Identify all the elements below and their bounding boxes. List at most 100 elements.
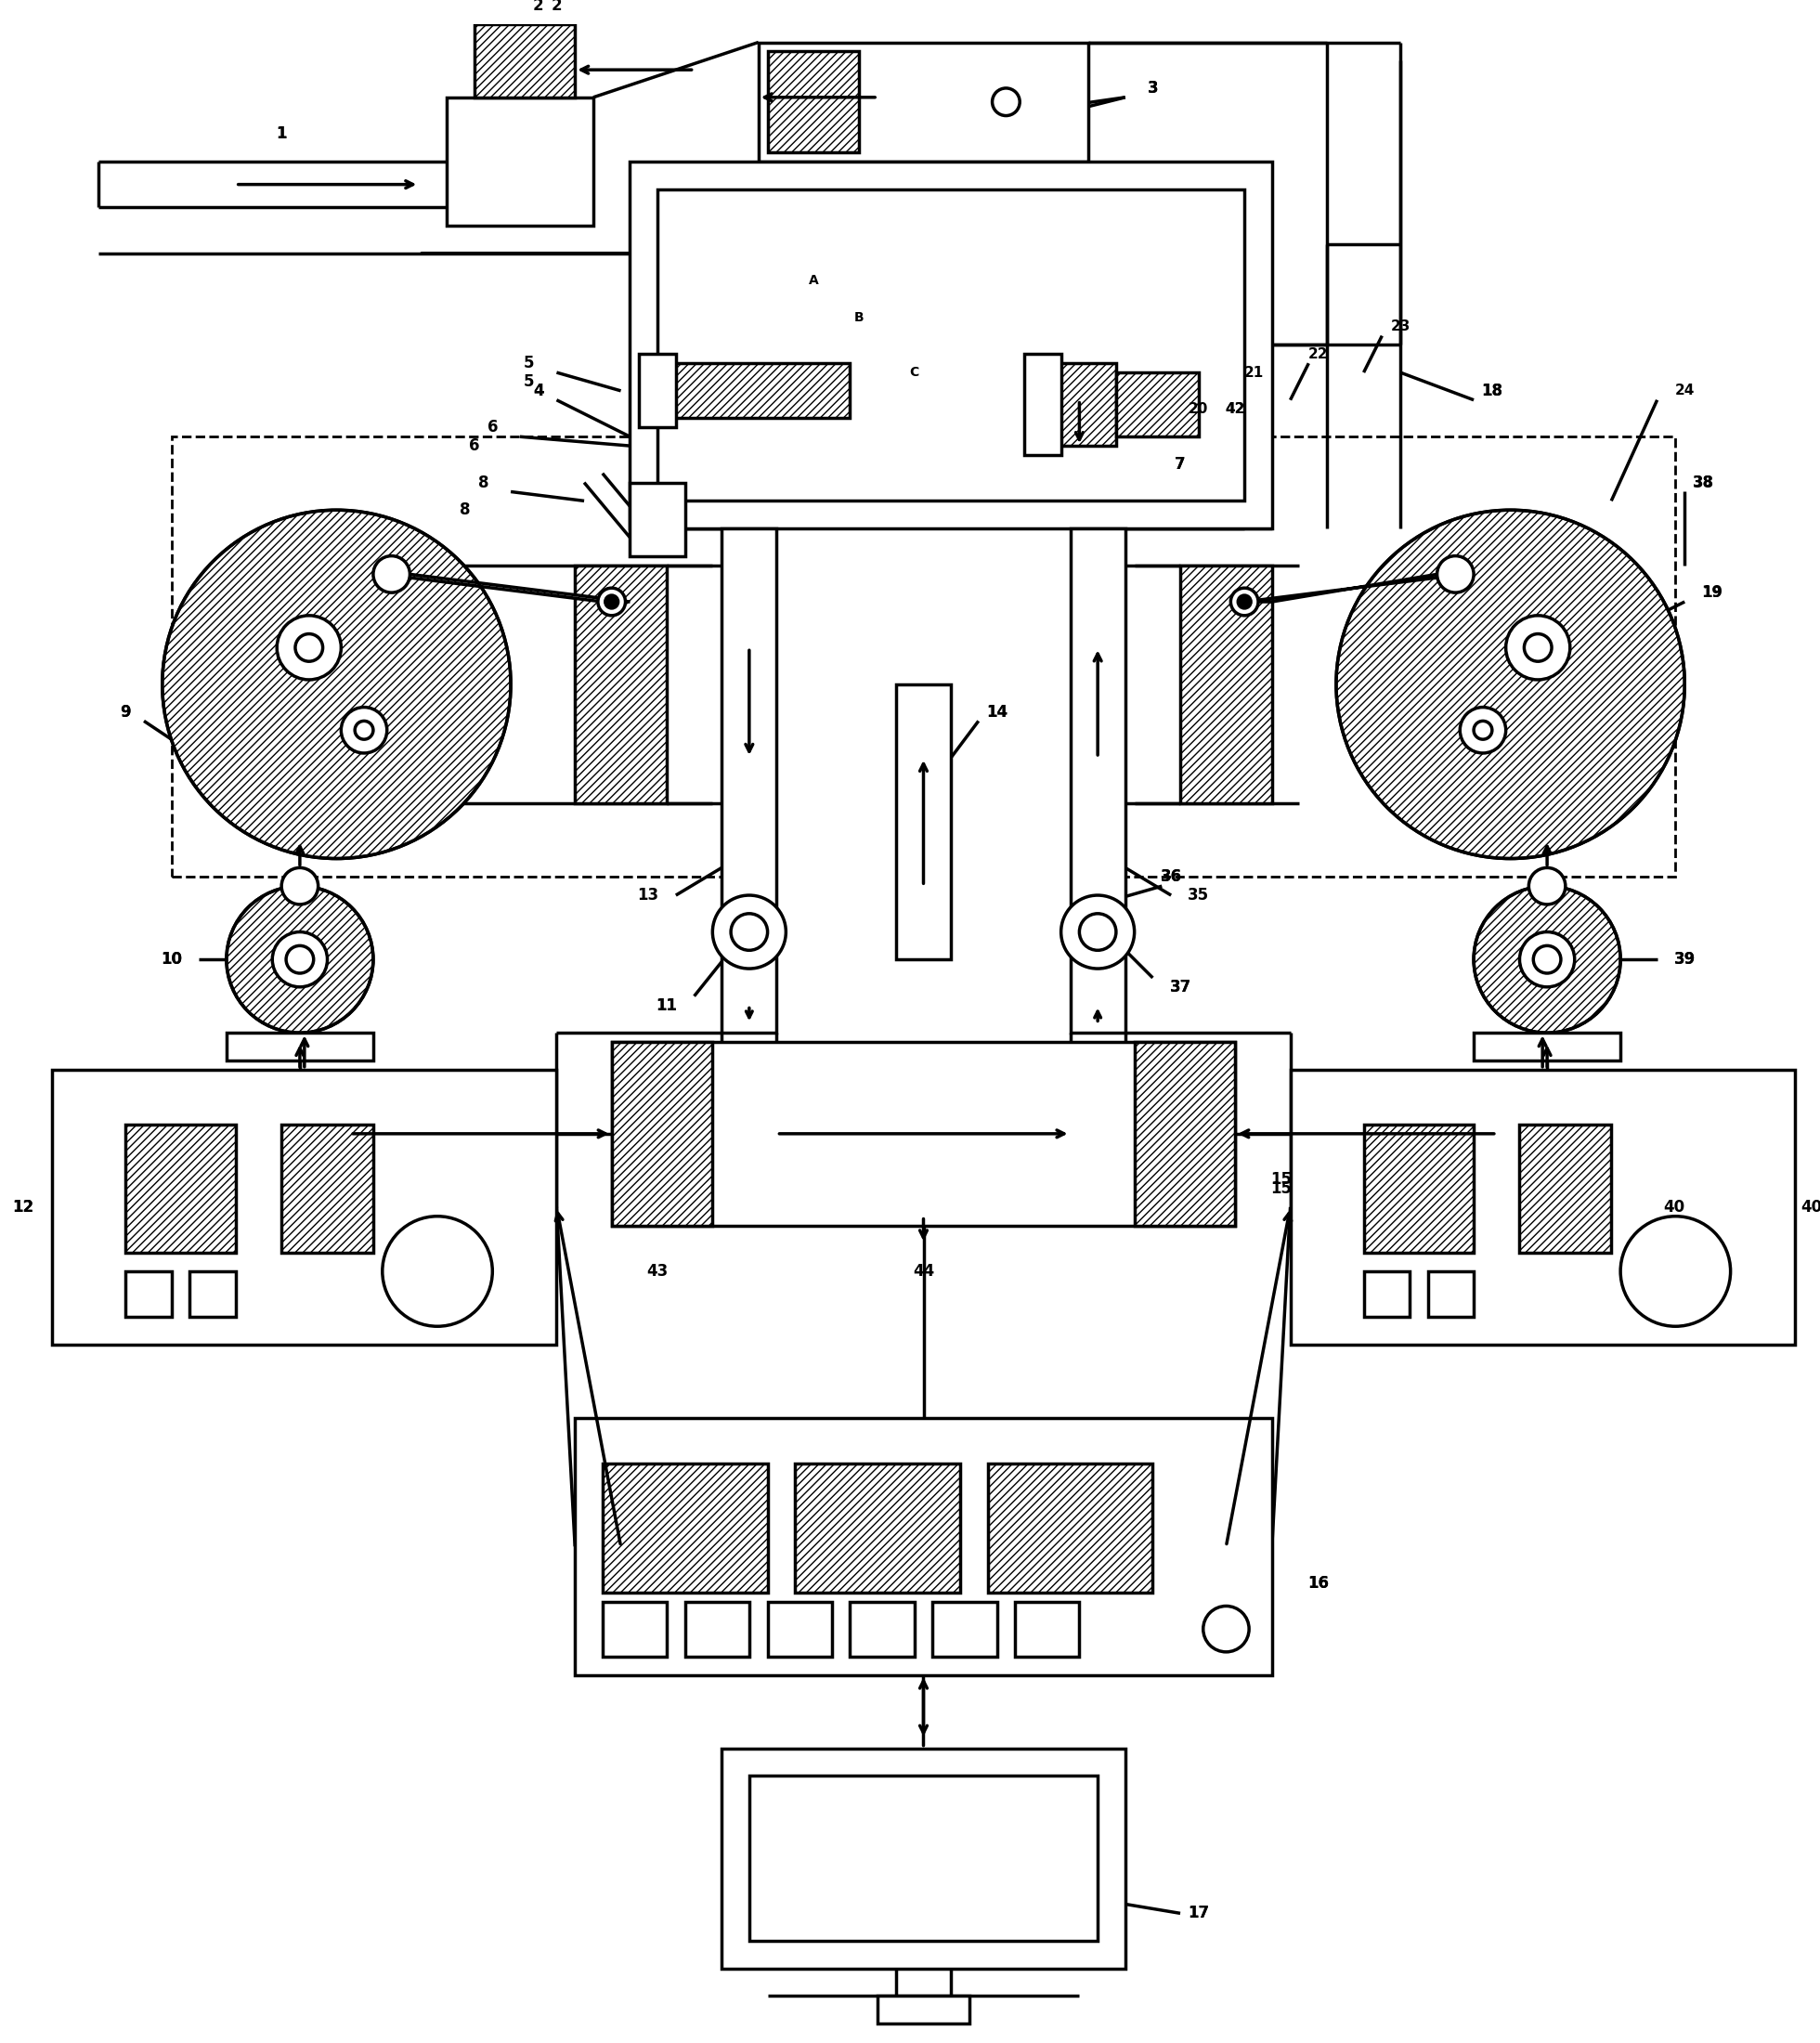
Text: 3: 3 xyxy=(1147,80,1158,96)
Circle shape xyxy=(732,913,768,950)
Text: 40: 40 xyxy=(1800,1199,1820,1216)
Bar xyxy=(630,482,684,556)
Text: 16: 16 xyxy=(1307,1575,1329,1591)
Text: 24: 24 xyxy=(1674,384,1694,398)
Text: 12: 12 xyxy=(13,1199,35,1216)
Text: 14: 14 xyxy=(986,703,1008,721)
Circle shape xyxy=(599,588,626,615)
Bar xyxy=(850,1602,914,1657)
Circle shape xyxy=(1474,721,1492,740)
Bar xyxy=(750,1775,1097,1941)
Bar xyxy=(768,51,859,153)
Bar xyxy=(795,1465,961,1591)
Bar xyxy=(1429,1271,1474,1318)
Text: 4: 4 xyxy=(533,382,544,398)
Bar xyxy=(877,1996,970,2023)
Text: 22: 22 xyxy=(1309,347,1329,362)
Bar xyxy=(1179,566,1272,803)
Text: 12: 12 xyxy=(13,1199,35,1216)
Bar xyxy=(1025,353,1061,456)
Text: 36: 36 xyxy=(1161,868,1181,885)
Text: 37: 37 xyxy=(1170,979,1190,995)
Circle shape xyxy=(226,887,373,1034)
Bar xyxy=(612,1042,1236,1226)
Bar xyxy=(602,1465,768,1591)
Bar xyxy=(1052,364,1116,445)
Bar xyxy=(226,1034,373,1060)
Bar xyxy=(759,43,1088,161)
Bar xyxy=(639,353,675,427)
Bar xyxy=(932,1602,997,1657)
Circle shape xyxy=(606,595,619,609)
Circle shape xyxy=(992,88,1019,116)
Bar xyxy=(1016,1602,1079,1657)
Circle shape xyxy=(1438,556,1474,592)
Circle shape xyxy=(1529,868,1565,905)
Text: 15: 15 xyxy=(1270,1181,1292,1197)
Text: 10: 10 xyxy=(160,952,182,968)
Text: A: A xyxy=(808,274,819,288)
Circle shape xyxy=(1620,1216,1731,1326)
Text: 17: 17 xyxy=(1188,1904,1208,1922)
Bar xyxy=(1520,1124,1611,1252)
Text: 39: 39 xyxy=(1674,952,1696,968)
Bar xyxy=(657,190,1245,501)
Bar xyxy=(666,364,850,419)
Circle shape xyxy=(277,615,340,680)
Text: 7: 7 xyxy=(1176,456,1185,472)
Text: 9: 9 xyxy=(120,703,131,721)
Circle shape xyxy=(1523,633,1552,662)
Circle shape xyxy=(1079,913,1116,950)
Text: 3: 3 xyxy=(1147,80,1158,96)
Text: 36: 36 xyxy=(1161,868,1181,885)
Text: 5: 5 xyxy=(524,374,535,390)
Bar xyxy=(126,1124,235,1252)
Bar xyxy=(282,1124,373,1252)
Circle shape xyxy=(355,721,373,740)
Text: 21: 21 xyxy=(1243,366,1263,380)
Text: 19: 19 xyxy=(1702,586,1722,599)
Circle shape xyxy=(282,868,318,905)
Bar xyxy=(1363,1124,1474,1252)
Circle shape xyxy=(1336,511,1685,858)
Text: 44: 44 xyxy=(912,1263,934,1279)
Bar xyxy=(1070,529,1125,1034)
Text: 6: 6 xyxy=(488,419,497,435)
Text: 7: 7 xyxy=(1176,456,1185,472)
Bar xyxy=(630,161,1272,529)
Bar xyxy=(1474,1034,1620,1060)
Bar xyxy=(1116,372,1199,437)
Bar xyxy=(575,566,666,803)
Bar xyxy=(1079,437,1676,876)
Text: 6: 6 xyxy=(470,437,479,454)
Text: 39: 39 xyxy=(1674,952,1696,968)
Circle shape xyxy=(162,511,511,858)
Text: 5: 5 xyxy=(524,355,535,372)
Bar xyxy=(1363,1271,1409,1318)
Text: 42: 42 xyxy=(1225,402,1245,417)
Text: 18: 18 xyxy=(1481,382,1503,398)
Bar xyxy=(895,684,952,960)
Bar xyxy=(126,1271,171,1318)
Bar xyxy=(612,1042,713,1226)
Text: 1: 1 xyxy=(277,127,288,143)
Text: 2: 2 xyxy=(533,0,544,14)
Bar xyxy=(189,1271,235,1318)
Circle shape xyxy=(1520,932,1574,987)
Circle shape xyxy=(713,895,786,968)
Text: 42: 42 xyxy=(1225,402,1245,417)
Text: C: C xyxy=(910,366,919,378)
Circle shape xyxy=(1474,887,1620,1034)
Polygon shape xyxy=(1245,574,1465,603)
Circle shape xyxy=(340,707,388,754)
Bar xyxy=(446,98,593,225)
Text: 14: 14 xyxy=(986,703,1008,721)
Bar xyxy=(768,1602,832,1657)
Text: 15: 15 xyxy=(1270,1171,1292,1187)
Bar xyxy=(1290,1071,1795,1344)
Text: 18: 18 xyxy=(1481,382,1503,398)
Bar xyxy=(684,1602,750,1657)
Text: 40: 40 xyxy=(1663,1199,1685,1216)
Text: 2: 2 xyxy=(551,0,562,14)
Circle shape xyxy=(295,633,322,662)
